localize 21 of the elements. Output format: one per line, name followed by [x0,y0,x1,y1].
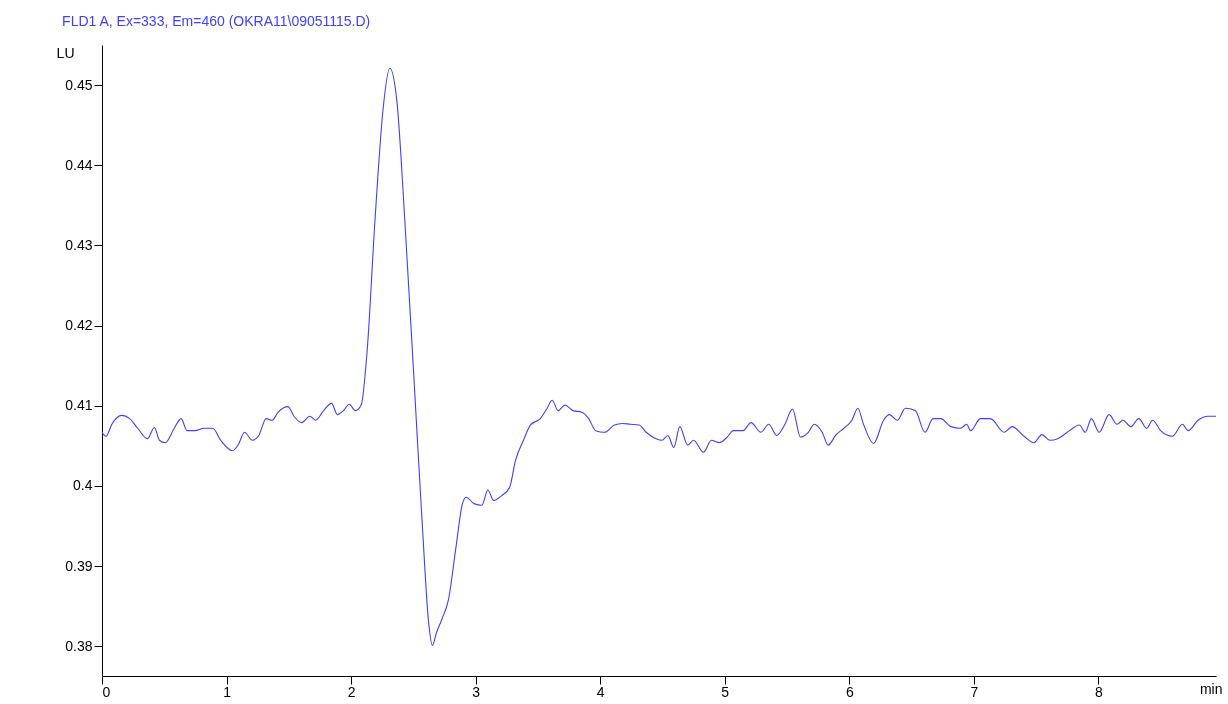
x-tick-label: 2 [347,683,356,700]
y-tick-label: 0.38 [65,637,93,654]
x-axis-title: min [1199,680,1223,697]
x-tick-label: 3 [472,683,481,700]
x-tick-label: 0 [102,683,111,700]
y-tick-label: 0.42 [65,317,93,334]
y-tick-label: 0.39 [65,557,93,574]
y-tick-label: 0.45 [65,76,93,93]
y-tick-label: 0.4 [73,477,93,494]
x-tick-label: 7 [970,683,979,700]
x-tick-label: 8 [1095,683,1104,700]
x-tick-label: 4 [596,683,605,700]
x-tick-label: 5 [721,683,730,700]
x-tick-label: 1 [223,683,232,700]
x-tick-label: 6 [845,683,854,700]
y-tick-label: 0.43 [65,236,93,253]
y-axis-title: LU [56,44,75,61]
y-tick-label: 0.44 [65,156,93,173]
chart-title: FLD1 A, Ex=333, Em=460 (OKRA11\09051115.D) [62,13,371,29]
line-series [102,67,1216,647]
y-tick-label: 0.41 [65,397,93,414]
